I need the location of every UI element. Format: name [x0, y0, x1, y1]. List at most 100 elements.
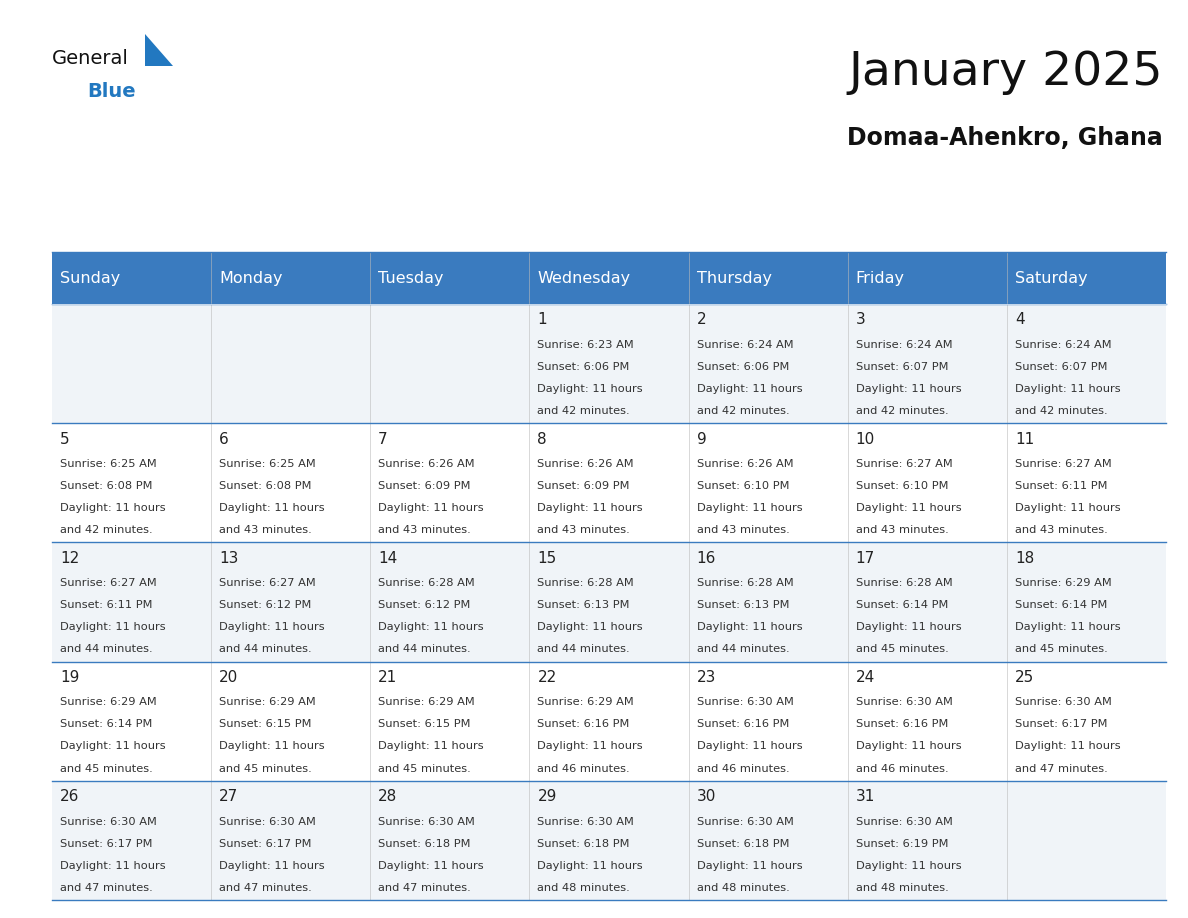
Text: Sunrise: 6:29 AM: Sunrise: 6:29 AM	[1015, 578, 1112, 588]
Text: Sunrise: 6:28 AM: Sunrise: 6:28 AM	[537, 578, 634, 588]
Text: Sunset: 6:17 PM: Sunset: 6:17 PM	[219, 839, 311, 848]
Text: Sunrise: 6:23 AM: Sunrise: 6:23 AM	[537, 340, 634, 350]
Text: Sunset: 6:19 PM: Sunset: 6:19 PM	[855, 839, 948, 848]
Text: Domaa-Ahenkro, Ghana: Domaa-Ahenkro, Ghana	[847, 126, 1163, 150]
Text: Sunset: 6:18 PM: Sunset: 6:18 PM	[378, 839, 470, 848]
Text: Sunrise: 6:24 AM: Sunrise: 6:24 AM	[696, 340, 794, 350]
Bar	[371, 304, 530, 423]
Text: Sunrise: 6:28 AM: Sunrise: 6:28 AM	[855, 578, 953, 588]
Text: and 46 minutes.: and 46 minutes.	[537, 764, 630, 774]
Bar	[848, 304, 1007, 423]
Text: Sunset: 6:14 PM: Sunset: 6:14 PM	[855, 600, 948, 610]
Bar	[52, 543, 211, 662]
Text: 4: 4	[1015, 312, 1024, 328]
Text: 9: 9	[696, 431, 707, 446]
Text: Sunset: 6:16 PM: Sunset: 6:16 PM	[855, 720, 948, 730]
Text: 29: 29	[537, 789, 557, 804]
Text: Daylight: 11 hours: Daylight: 11 hours	[855, 742, 961, 752]
Text: Sunrise: 6:29 AM: Sunrise: 6:29 AM	[378, 698, 475, 708]
Text: Sunrise: 6:25 AM: Sunrise: 6:25 AM	[219, 459, 316, 469]
Text: Sunrise: 6:28 AM: Sunrise: 6:28 AM	[378, 578, 475, 588]
Text: and 43 minutes.: and 43 minutes.	[219, 525, 311, 535]
Text: Sunrise: 6:27 AM: Sunrise: 6:27 AM	[1015, 459, 1112, 469]
Bar	[530, 423, 689, 543]
Text: 22: 22	[537, 670, 557, 685]
Bar	[530, 304, 689, 423]
Bar	[52, 304, 211, 423]
Text: and 47 minutes.: and 47 minutes.	[378, 883, 470, 892]
Text: Sunset: 6:16 PM: Sunset: 6:16 PM	[696, 720, 789, 730]
Bar	[1007, 252, 1165, 304]
Text: 19: 19	[59, 670, 80, 685]
Text: 15: 15	[537, 551, 557, 565]
Text: Monday: Monday	[219, 271, 283, 285]
Polygon shape	[145, 34, 173, 66]
Text: Sunrise: 6:24 AM: Sunrise: 6:24 AM	[1015, 340, 1112, 350]
Text: Sunset: 6:09 PM: Sunset: 6:09 PM	[378, 481, 470, 491]
Text: Daylight: 11 hours: Daylight: 11 hours	[1015, 622, 1120, 633]
Text: Sunset: 6:15 PM: Sunset: 6:15 PM	[219, 720, 311, 730]
Text: 6: 6	[219, 431, 229, 446]
Text: Sunset: 6:07 PM: Sunset: 6:07 PM	[855, 362, 948, 372]
Bar	[211, 304, 371, 423]
Bar	[689, 662, 848, 781]
Text: Daylight: 11 hours: Daylight: 11 hours	[855, 384, 961, 394]
Text: Thursday: Thursday	[696, 271, 771, 285]
Bar	[1007, 781, 1165, 900]
Text: and 44 minutes.: and 44 minutes.	[696, 644, 789, 655]
Bar	[1007, 662, 1165, 781]
Text: 2: 2	[696, 312, 706, 328]
Bar	[211, 781, 371, 900]
Text: and 44 minutes.: and 44 minutes.	[219, 644, 311, 655]
Bar	[848, 543, 1007, 662]
Text: Daylight: 11 hours: Daylight: 11 hours	[59, 861, 165, 870]
Text: Friday: Friday	[855, 271, 905, 285]
Bar	[52, 423, 211, 543]
Text: 23: 23	[696, 670, 716, 685]
Text: Sunset: 6:11 PM: Sunset: 6:11 PM	[1015, 481, 1107, 491]
Text: Sunset: 6:13 PM: Sunset: 6:13 PM	[537, 600, 630, 610]
Bar	[1007, 543, 1165, 662]
Text: 31: 31	[855, 789, 876, 804]
Text: Sunrise: 6:27 AM: Sunrise: 6:27 AM	[855, 459, 953, 469]
Text: Sunrise: 6:28 AM: Sunrise: 6:28 AM	[696, 578, 794, 588]
Text: Sunrise: 6:30 AM: Sunrise: 6:30 AM	[696, 698, 794, 708]
Text: Sunset: 6:16 PM: Sunset: 6:16 PM	[537, 720, 630, 730]
Text: and 43 minutes.: and 43 minutes.	[855, 525, 948, 535]
Text: Sunset: 6:11 PM: Sunset: 6:11 PM	[59, 600, 152, 610]
Text: Tuesday: Tuesday	[378, 271, 444, 285]
Bar	[1007, 423, 1165, 543]
Text: Sunrise: 6:30 AM: Sunrise: 6:30 AM	[855, 816, 953, 826]
Text: Sunrise: 6:29 AM: Sunrise: 6:29 AM	[219, 698, 316, 708]
Text: Daylight: 11 hours: Daylight: 11 hours	[219, 622, 324, 633]
Text: Sunrise: 6:30 AM: Sunrise: 6:30 AM	[59, 816, 157, 826]
Text: Daylight: 11 hours: Daylight: 11 hours	[537, 503, 643, 513]
Bar	[848, 662, 1007, 781]
Text: and 45 minutes.: and 45 minutes.	[1015, 644, 1107, 655]
Text: Sunrise: 6:27 AM: Sunrise: 6:27 AM	[219, 578, 316, 588]
Text: and 48 minutes.: and 48 minutes.	[855, 883, 948, 892]
Text: and 45 minutes.: and 45 minutes.	[855, 644, 948, 655]
Text: Sunset: 6:07 PM: Sunset: 6:07 PM	[1015, 362, 1107, 372]
Text: Sunrise: 6:30 AM: Sunrise: 6:30 AM	[219, 816, 316, 826]
Text: Daylight: 11 hours: Daylight: 11 hours	[1015, 503, 1120, 513]
Bar	[211, 543, 371, 662]
Text: Daylight: 11 hours: Daylight: 11 hours	[537, 622, 643, 633]
Text: Sunset: 6:12 PM: Sunset: 6:12 PM	[378, 600, 470, 610]
Text: Sunrise: 6:25 AM: Sunrise: 6:25 AM	[59, 459, 157, 469]
Text: and 42 minutes.: and 42 minutes.	[696, 406, 789, 416]
Text: 26: 26	[59, 789, 80, 804]
Text: Sunrise: 6:26 AM: Sunrise: 6:26 AM	[696, 459, 794, 469]
Bar	[211, 423, 371, 543]
Text: Sunset: 6:15 PM: Sunset: 6:15 PM	[378, 720, 470, 730]
Text: and 43 minutes.: and 43 minutes.	[537, 525, 630, 535]
Text: Daylight: 11 hours: Daylight: 11 hours	[59, 742, 165, 752]
Text: 13: 13	[219, 551, 239, 565]
Text: January 2025: January 2025	[848, 50, 1163, 95]
Text: Daylight: 11 hours: Daylight: 11 hours	[219, 503, 324, 513]
Text: Daylight: 11 hours: Daylight: 11 hours	[378, 861, 484, 870]
Text: Sunset: 6:08 PM: Sunset: 6:08 PM	[219, 481, 311, 491]
Text: and 43 minutes.: and 43 minutes.	[1015, 525, 1107, 535]
Text: 18: 18	[1015, 551, 1034, 565]
Text: 11: 11	[1015, 431, 1034, 446]
